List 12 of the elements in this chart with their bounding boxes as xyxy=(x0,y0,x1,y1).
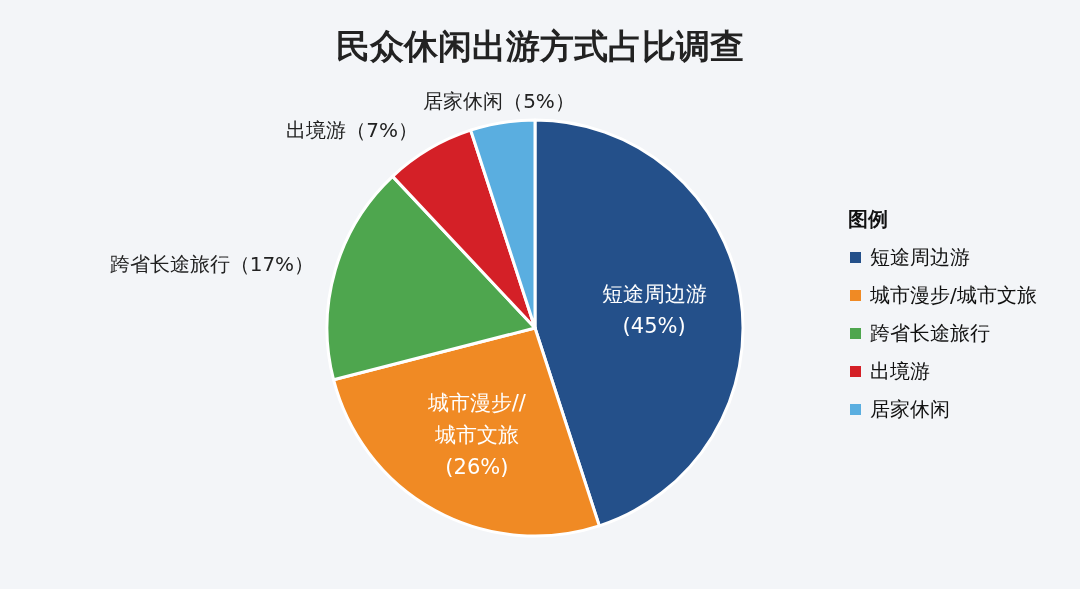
data-label: 短途周边游 (45%) xyxy=(601,282,707,339)
legend-label: 城市漫步/城市文旅 xyxy=(869,283,1037,307)
data-label: 城市漫步// 城市文旅 (26%) xyxy=(426,390,527,479)
data-label: 跨省长途旅行（17%） xyxy=(109,251,315,276)
legend-label: 短途周边游 xyxy=(870,245,970,269)
data-label: 出境游（7%） xyxy=(286,118,418,143)
legend-label: 跨省长途旅行 xyxy=(870,321,990,345)
legend-label: 居家休闲 xyxy=(870,397,950,421)
legend-label: 出境游 xyxy=(870,359,930,383)
chart-title: 民众休闲出游方式占比调查 xyxy=(336,26,744,66)
legend-title: 图例 xyxy=(848,207,888,231)
data-label: 居家休闲（5%） xyxy=(423,88,575,113)
